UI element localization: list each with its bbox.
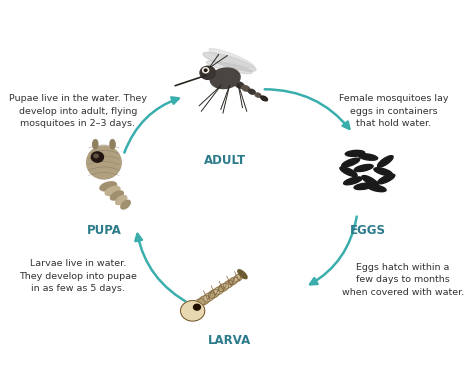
FancyArrowPatch shape: [136, 234, 190, 304]
Ellipse shape: [362, 176, 378, 186]
Ellipse shape: [208, 290, 219, 298]
FancyArrowPatch shape: [264, 89, 349, 129]
Ellipse shape: [378, 174, 395, 184]
Text: Female mosquitoes lay
eggs in containers
that hold water.: Female mosquitoes lay eggs in containers…: [339, 94, 449, 128]
FancyArrowPatch shape: [124, 97, 179, 153]
Ellipse shape: [92, 139, 98, 149]
Circle shape: [204, 69, 207, 71]
Text: ADULT: ADULT: [204, 154, 246, 167]
Ellipse shape: [261, 96, 267, 101]
Circle shape: [193, 304, 201, 310]
FancyArrowPatch shape: [310, 217, 357, 284]
Ellipse shape: [354, 183, 374, 190]
Circle shape: [202, 68, 209, 73]
Ellipse shape: [210, 68, 240, 89]
Ellipse shape: [377, 156, 393, 167]
Ellipse shape: [100, 182, 117, 191]
Ellipse shape: [344, 177, 362, 185]
Ellipse shape: [354, 165, 373, 172]
Text: EGGS: EGGS: [350, 224, 386, 237]
Ellipse shape: [228, 78, 238, 85]
Ellipse shape: [110, 139, 115, 149]
Text: Eggs hatch within a
few days to months
when covered with water.: Eggs hatch within a few days to months w…: [341, 263, 464, 297]
Ellipse shape: [105, 186, 120, 196]
Ellipse shape: [219, 283, 228, 292]
Ellipse shape: [234, 274, 243, 282]
Ellipse shape: [213, 286, 224, 295]
Ellipse shape: [121, 200, 130, 209]
Ellipse shape: [255, 93, 261, 97]
Circle shape: [91, 152, 103, 162]
Ellipse shape: [203, 293, 215, 302]
Ellipse shape: [207, 61, 253, 73]
Ellipse shape: [116, 196, 127, 204]
Ellipse shape: [238, 270, 247, 279]
Ellipse shape: [342, 158, 360, 167]
Ellipse shape: [223, 280, 233, 288]
Circle shape: [181, 301, 205, 321]
Ellipse shape: [340, 167, 357, 176]
Ellipse shape: [242, 86, 250, 91]
Ellipse shape: [198, 296, 210, 305]
Text: Larvae live in water.
They develop into pupae
in as few as 5 days.: Larvae live in water. They develop into …: [19, 259, 137, 293]
Ellipse shape: [209, 49, 254, 68]
Ellipse shape: [110, 191, 123, 200]
Text: LARVA: LARVA: [208, 334, 251, 346]
Ellipse shape: [222, 75, 233, 82]
Ellipse shape: [367, 184, 386, 192]
Ellipse shape: [358, 154, 378, 160]
Ellipse shape: [193, 299, 205, 308]
Ellipse shape: [248, 89, 255, 94]
Ellipse shape: [345, 150, 365, 156]
Ellipse shape: [87, 146, 121, 179]
Circle shape: [200, 66, 216, 79]
Text: PUPA: PUPA: [86, 224, 121, 237]
Ellipse shape: [374, 168, 392, 176]
Circle shape: [94, 154, 98, 158]
Ellipse shape: [228, 277, 238, 285]
Ellipse shape: [235, 82, 244, 88]
Ellipse shape: [203, 52, 256, 71]
Ellipse shape: [262, 97, 266, 100]
Text: Pupae live in the water. They
develop into adult, flying
mosquitoes in 2–3 days.: Pupae live in the water. They develop in…: [9, 94, 147, 128]
